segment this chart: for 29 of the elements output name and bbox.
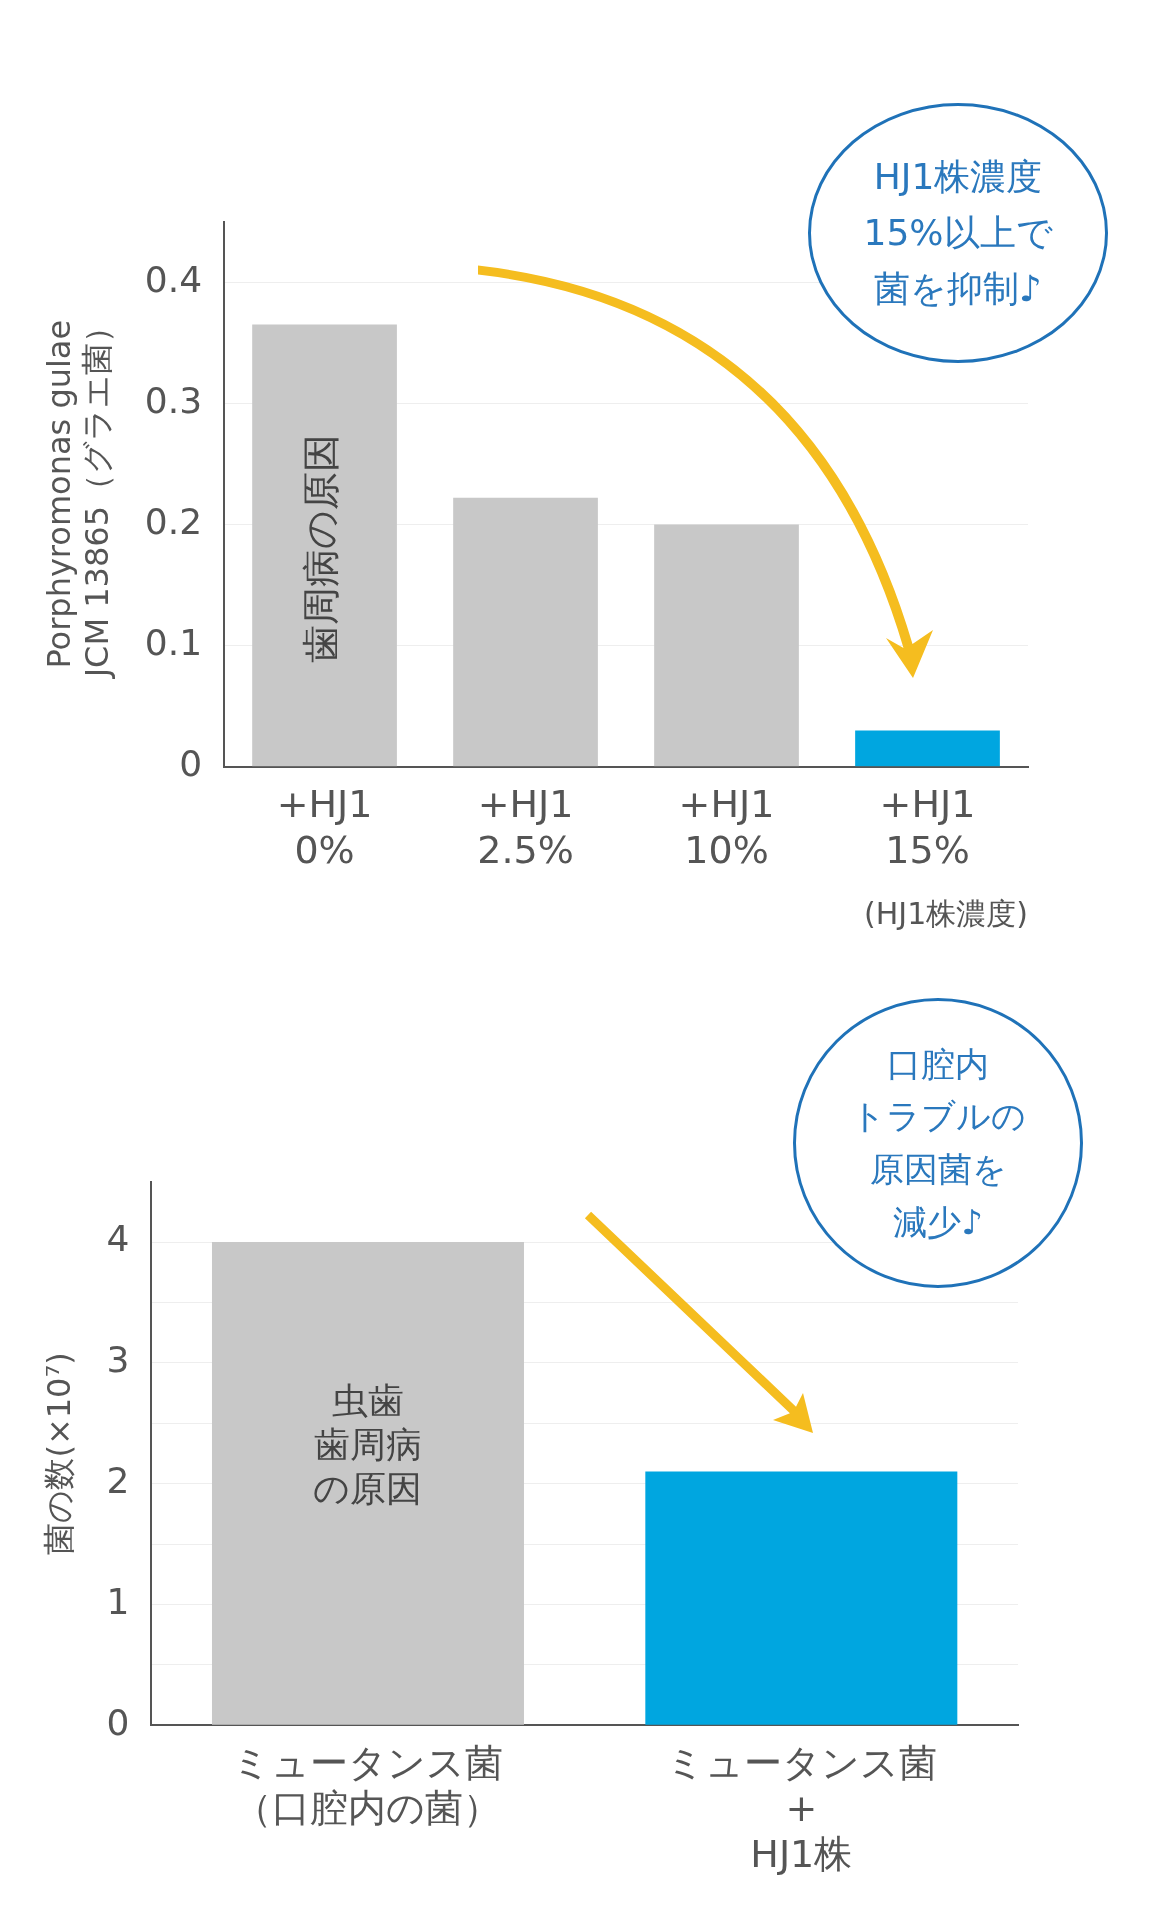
annotation: 虫歯歯周病の原因 [313, 1379, 423, 1509]
x-tick-label: +HJ1 0% [276, 782, 373, 873]
speech-bubble: HJ1株濃度15%以上で菌を抑制♪ [808, 103, 1108, 363]
speech-bubble: 口腔内トラブルの原因菌を減少♪ [793, 998, 1083, 1288]
y-axis-title: Porphyromonas gulae JCM 13865（グラエ菌） [39, 311, 116, 680]
y-tick-label: 0.4 [144, 258, 203, 300]
x-tick-label: +HJ1 10% [678, 782, 775, 873]
x-tick-label: ミュータンス菌 + HJ1株 [665, 1740, 937, 1877]
y-axis-title: 菌の数(×10⁷) [39, 1352, 78, 1555]
y-tick-label: 0.1 [144, 622, 203, 663]
y-tick-label: 3 [106, 1339, 130, 1381]
annotation: HJ1株濃度15%以上で菌を抑制♪ [863, 155, 1053, 311]
y-tick-label: 4 [106, 1218, 130, 1260]
bar [654, 524, 799, 767]
x-axis-title: (HJ1株濃度) [864, 895, 1028, 931]
y-tick-label: 0 [179, 743, 203, 785]
bar [453, 497, 598, 767]
x-tick-label: +HJ1 2.5% [477, 782, 574, 873]
bar [855, 730, 1000, 767]
bar [252, 324, 397, 767]
y-tick-label: 1 [106, 1580, 130, 1622]
y-tick-label: 0 [106, 1701, 130, 1743]
x-tick-label: +HJ1 15% [879, 782, 976, 873]
y-tick-label: 0.3 [144, 379, 203, 421]
y-tick-label: 0.2 [144, 500, 203, 542]
x-tick-label: ミュータンス菌（口腔内の菌） [232, 1740, 504, 1831]
annotation: 口腔内トラブルの原因菌を減少♪ [850, 1042, 1026, 1244]
y-tick-label: 2 [106, 1459, 130, 1501]
annotation: 歯周病の原因 [299, 434, 344, 664]
